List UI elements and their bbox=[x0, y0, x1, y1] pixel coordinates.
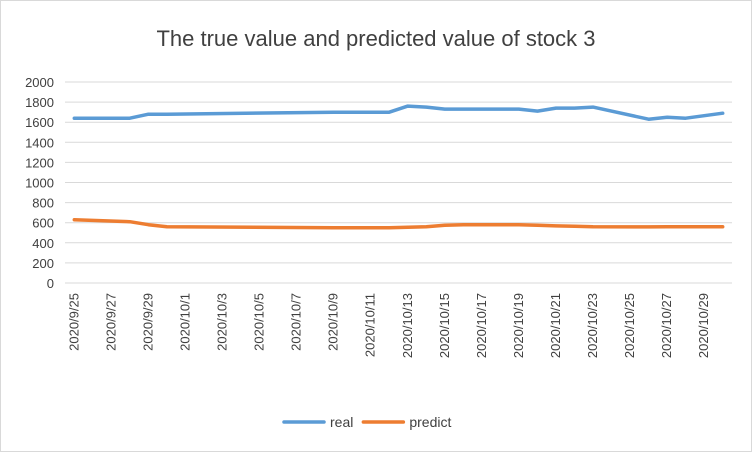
y-tick-label: 1200 bbox=[25, 155, 54, 170]
x-tick-label: 2020/10/7 bbox=[289, 293, 304, 351]
y-tick-label: 0 bbox=[47, 276, 54, 291]
chart-title: The true value and predicted value of st… bbox=[156, 26, 595, 51]
legend-item-real: real bbox=[282, 414, 353, 430]
x-tick-label: 2020/10/25 bbox=[622, 293, 637, 358]
y-tick-label: 600 bbox=[32, 216, 54, 231]
y-tick-label: 800 bbox=[32, 196, 54, 211]
x-tick-label: 2020/10/23 bbox=[585, 293, 600, 358]
x-tick-label: 2020/10/3 bbox=[214, 293, 229, 351]
y-tick-label: 1800 bbox=[25, 95, 54, 110]
x-tick-label: 2020/9/27 bbox=[103, 293, 118, 351]
gridlines bbox=[65, 81, 732, 284]
x-tick-label: 2020/9/25 bbox=[66, 293, 81, 351]
y-tick-label: 1400 bbox=[25, 135, 54, 150]
y-axis-tick-labels: 0 200 400 600 800 1000 1200 1400 1600 1800 2000 bbox=[25, 75, 54, 291]
x-tick-label: 2020/10/15 bbox=[437, 293, 452, 358]
x-tick-label: 2020/10/9 bbox=[326, 293, 341, 351]
x-tick-label: 2020/9/29 bbox=[140, 293, 155, 351]
x-tick-label: 2020/10/27 bbox=[659, 293, 674, 358]
x-tick-label: 2020/10/11 bbox=[363, 293, 378, 357]
x-tick-label: 2020/10/13 bbox=[400, 293, 415, 358]
x-tick-label: 2020/10/5 bbox=[252, 293, 267, 351]
series-line-predict bbox=[72, 217, 725, 230]
y-tick-label: 400 bbox=[32, 236, 54, 251]
legend-label: real bbox=[330, 414, 353, 430]
y-tick-label: 2000 bbox=[25, 75, 54, 90]
x-tick-label: 2020/10/17 bbox=[474, 293, 489, 358]
legend-label: predict bbox=[409, 414, 451, 430]
legend-item-predict: predict bbox=[361, 414, 451, 430]
y-tick-label: 200 bbox=[32, 256, 54, 271]
y-tick-label: 1000 bbox=[25, 176, 54, 191]
x-tick-label: 2020/10/19 bbox=[511, 293, 526, 358]
legend: real predict bbox=[282, 414, 451, 430]
x-axis-tick-labels: 2020/9/25 2020/9/27 2020/9/29 2020/10/1 2020… bbox=[66, 293, 711, 358]
series-lines bbox=[72, 104, 725, 230]
series-line-real bbox=[72, 104, 725, 121]
x-tick-label: 2020/10/21 bbox=[548, 293, 563, 358]
y-tick-label: 1600 bbox=[25, 115, 54, 130]
x-tick-label: 2020/10/29 bbox=[696, 293, 711, 358]
x-tick-label: 2020/10/1 bbox=[177, 293, 192, 351]
